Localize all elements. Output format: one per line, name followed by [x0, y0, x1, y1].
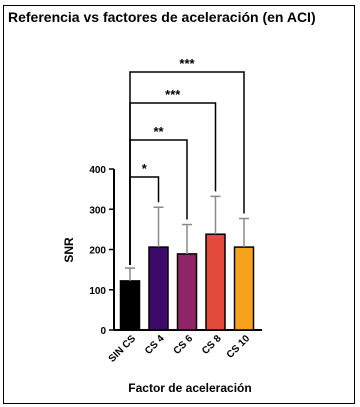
- bar: [176, 253, 198, 331]
- y-tick-label: 200: [89, 246, 106, 257]
- x-tick-label: CS 4: [143, 333, 167, 357]
- x-tick-label: CS 8: [200, 333, 224, 357]
- x-tick-label: CS 6: [172, 333, 196, 357]
- y-tick-label: 300: [89, 205, 106, 216]
- significance-label: ***: [165, 87, 181, 102]
- bar: [233, 246, 255, 331]
- bar: [205, 233, 226, 331]
- error-bars: [125, 195, 249, 281]
- bar: [119, 280, 141, 331]
- significance-label: **: [153, 124, 164, 139]
- significance-label: ***: [179, 56, 195, 71]
- significance-bracket: [129, 102, 217, 266]
- x-axis-title: Factor de aceleración: [128, 381, 251, 395]
- x-tick-label: SIN CS: [107, 333, 139, 365]
- significance-brackets: *********: [129, 56, 245, 266]
- y-ticks: 0 100 200 300 400: [89, 165, 114, 337]
- y-tick-label: 0: [100, 326, 106, 337]
- significance-bracket: [129, 71, 245, 266]
- chart-title: Referencia vs factores de aceleración (e…: [8, 9, 316, 25]
- y-axis-title: SNR: [62, 237, 76, 263]
- x-ticks: SIN CS CS 4 CS 6 CS 8 CS 10: [107, 333, 253, 365]
- y-tick-label: 100: [89, 286, 106, 297]
- significance-label: *: [142, 161, 148, 176]
- bar: [148, 246, 169, 331]
- y-tick-label: 400: [89, 165, 106, 176]
- x-tick-label: CS 10: [225, 333, 253, 361]
